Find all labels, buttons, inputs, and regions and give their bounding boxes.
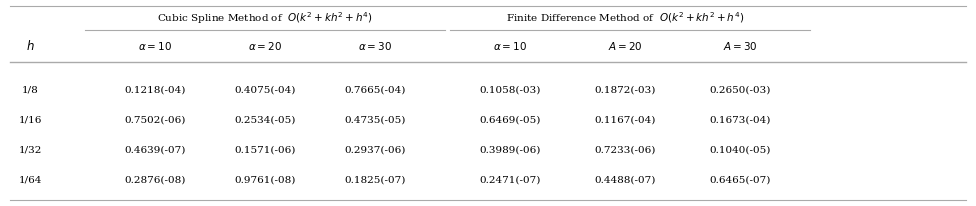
Text: 0.1218(-04): 0.1218(-04) — [124, 85, 185, 95]
Text: 0.4488(-07): 0.4488(-07) — [594, 176, 656, 185]
Text: 0.1825(-07): 0.1825(-07) — [345, 176, 406, 185]
Text: 0.1673(-04): 0.1673(-04) — [710, 116, 771, 124]
Text: 0.2471(-07): 0.2471(-07) — [479, 176, 541, 185]
Text: 0.2650(-03): 0.2650(-03) — [710, 85, 771, 95]
Text: $\alpha=20$: $\alpha=20$ — [248, 40, 282, 52]
Text: 0.9761(-08): 0.9761(-08) — [234, 176, 296, 185]
Text: 0.7233(-06): 0.7233(-06) — [594, 145, 656, 154]
Text: 0.1040(-05): 0.1040(-05) — [710, 145, 771, 154]
Text: 0.2876(-08): 0.2876(-08) — [124, 176, 185, 185]
Text: 0.1167(-04): 0.1167(-04) — [594, 116, 656, 124]
Text: 0.7665(-04): 0.7665(-04) — [345, 85, 406, 95]
Text: 0.2534(-05): 0.2534(-05) — [234, 116, 296, 124]
Text: Finite Difference Method of  $O\left(k^2+kh^2+h^4\right)$: Finite Difference Method of $O\left(k^2+… — [506, 11, 744, 25]
Text: 0.1872(-03): 0.1872(-03) — [594, 85, 656, 95]
Text: 0.1571(-06): 0.1571(-06) — [234, 145, 296, 154]
Text: 1/16: 1/16 — [19, 116, 42, 124]
Text: 0.4735(-05): 0.4735(-05) — [345, 116, 406, 124]
Text: 1/32: 1/32 — [19, 145, 42, 154]
Text: Cubic Spline Method of  $O\left(k^2+kh^2+h^4\right)$: Cubic Spline Method of $O\left(k^2+kh^2+… — [157, 10, 373, 26]
Text: $\alpha=10$: $\alpha=10$ — [493, 40, 527, 52]
Text: $\alpha=10$: $\alpha=10$ — [138, 40, 172, 52]
Text: $A=30$: $A=30$ — [722, 40, 757, 52]
Text: $h$: $h$ — [25, 39, 34, 53]
Text: 0.2937(-06): 0.2937(-06) — [345, 145, 406, 154]
Text: 0.4075(-04): 0.4075(-04) — [234, 85, 296, 95]
Text: 1/64: 1/64 — [19, 176, 42, 185]
Text: 0.6469(-05): 0.6469(-05) — [479, 116, 541, 124]
Text: $A=20$: $A=20$ — [608, 40, 642, 52]
Text: 0.7502(-06): 0.7502(-06) — [124, 116, 185, 124]
Text: 1/8: 1/8 — [21, 85, 38, 95]
Text: 0.3989(-06): 0.3989(-06) — [479, 145, 541, 154]
Text: 0.4639(-07): 0.4639(-07) — [124, 145, 185, 154]
Text: 0.1058(-03): 0.1058(-03) — [479, 85, 541, 95]
Text: 0.6465(-07): 0.6465(-07) — [710, 176, 771, 185]
Text: $\alpha=30$: $\alpha=30$ — [358, 40, 392, 52]
